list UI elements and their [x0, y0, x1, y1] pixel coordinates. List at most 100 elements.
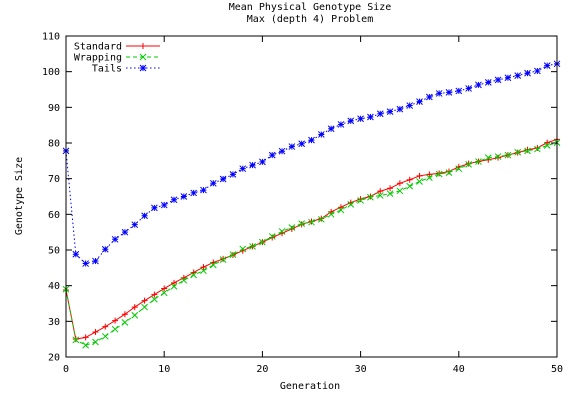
- data-point-wrapping: [72, 336, 80, 344]
- data-point-tails: [259, 158, 266, 166]
- data-point-standard: [112, 317, 119, 324]
- data-point-tails: [180, 193, 188, 200]
- data-point-wrapping: [475, 158, 482, 165]
- data-point-tails: [111, 235, 119, 243]
- data-point-tails: [484, 79, 492, 86]
- y-tick-label: 90: [48, 103, 60, 114]
- data-point-wrapping: [494, 153, 502, 160]
- series-line-wrapping: [65, 142, 558, 346]
- data-point-standard: [416, 172, 423, 179]
- data-point-tails: [367, 113, 374, 121]
- data-point-tails: [514, 72, 522, 79]
- data-point-wrapping: [396, 187, 404, 195]
- data-point-wrapping: [190, 271, 198, 279]
- data-point-wrapping: [465, 161, 472, 168]
- data-point-tails: [543, 62, 551, 69]
- data-point-tails: [504, 74, 512, 82]
- data-point-tails: [200, 186, 207, 194]
- legend-marker-standard: [140, 43, 146, 49]
- data-point-wrapping: [543, 142, 551, 149]
- data-point-wrapping: [151, 295, 158, 303]
- data-point-standard: [269, 234, 276, 241]
- data-point-standard: [141, 297, 148, 304]
- data-point-tails: [386, 108, 394, 115]
- data-point-wrapping: [455, 165, 463, 173]
- data-point-wrapping: [514, 148, 522, 156]
- data-point-wrapping: [347, 200, 355, 208]
- legend-item-standard: Standard: [74, 42, 160, 53]
- data-point-wrapping: [101, 332, 109, 340]
- data-point-wrapping: [308, 218, 315, 226]
- data-point-tails: [524, 69, 531, 77]
- data-point-wrapping: [386, 190, 394, 198]
- data-point-tails: [82, 260, 89, 267]
- data-point-standard: [495, 154, 502, 161]
- y-tick-label: 40: [48, 281, 60, 292]
- data-point-standard: [161, 285, 168, 292]
- data-point-tails: [101, 245, 109, 253]
- y-axis-label: Genotype Size: [14, 157, 25, 235]
- data-point-standard: [171, 279, 178, 286]
- data-point-tails: [249, 161, 256, 169]
- legend-label-tails: Tails: [92, 64, 122, 75]
- data-point-wrapping: [416, 178, 423, 185]
- data-point-tails: [151, 204, 158, 212]
- x-tick-label: 10: [158, 364, 170, 375]
- x-tick-label: 40: [453, 364, 465, 375]
- data-point-tails: [209, 179, 217, 187]
- y-tick-label: 100: [42, 67, 60, 78]
- data-point-tails: [298, 140, 306, 148]
- data-point-standard: [92, 329, 99, 336]
- legend-item-wrapping: Wrapping: [74, 53, 160, 64]
- data-point-wrapping: [229, 251, 237, 258]
- data-point-wrapping: [524, 147, 531, 155]
- data-point-standard: [396, 180, 403, 187]
- data-point-tails: [475, 81, 482, 89]
- data-point-standard: [524, 146, 531, 153]
- data-point-wrapping: [160, 289, 168, 297]
- data-point-tails: [160, 201, 168, 209]
- data-point-wrapping: [82, 341, 89, 349]
- data-point-standard: [131, 304, 138, 311]
- data-point-tails: [465, 85, 472, 92]
- data-point-tails: [121, 228, 129, 236]
- data-point-wrapping: [327, 210, 335, 218]
- series-line-standard: [65, 138, 558, 340]
- data-point-standard: [544, 139, 551, 146]
- plot-frame: [65, 35, 558, 358]
- data-point-tails: [327, 125, 335, 133]
- data-point-standard: [102, 323, 109, 330]
- data-point-tails: [376, 110, 384, 118]
- x-tick-label: 0: [63, 364, 69, 375]
- data-point-wrapping: [298, 220, 306, 227]
- x-tick-label: 20: [256, 364, 268, 375]
- data-point-tails: [239, 165, 247, 173]
- data-point-tails: [425, 93, 433, 101]
- data-point-wrapping: [357, 197, 364, 204]
- data-point-tails: [190, 189, 198, 197]
- chart-subtitle: Max (depth 4) Problem: [247, 14, 373, 25]
- data-point-standard: [387, 185, 394, 192]
- data-point-tails: [278, 147, 286, 155]
- data-point-wrapping: [406, 182, 414, 190]
- data-point-standard: [318, 215, 325, 222]
- y-tick-label: 80: [48, 139, 60, 150]
- data-point-wrapping: [484, 154, 492, 161]
- data-point-wrapping: [111, 325, 119, 333]
- data-point-standard: [151, 291, 158, 298]
- data-point-tails: [534, 67, 541, 75]
- data-point-tails: [92, 257, 99, 265]
- data-point-tails: [396, 105, 404, 113]
- data-point-standard: [436, 170, 443, 177]
- data-point-wrapping: [435, 170, 443, 178]
- data-point-wrapping: [200, 267, 207, 275]
- data-point-wrapping: [445, 169, 453, 176]
- data-point-wrapping: [317, 215, 325, 223]
- legend-item-tails: Tails: [92, 64, 160, 75]
- data-point-tails: [435, 90, 443, 97]
- data-point-wrapping: [337, 206, 345, 214]
- ticks-layer: 20 30 40 50 60 70 80 90 100 110 0 10 20 30 40 50: [42, 32, 563, 376]
- data-point-wrapping: [239, 245, 247, 253]
- data-point-tails: [268, 151, 276, 159]
- data-point-wrapping: [259, 238, 266, 246]
